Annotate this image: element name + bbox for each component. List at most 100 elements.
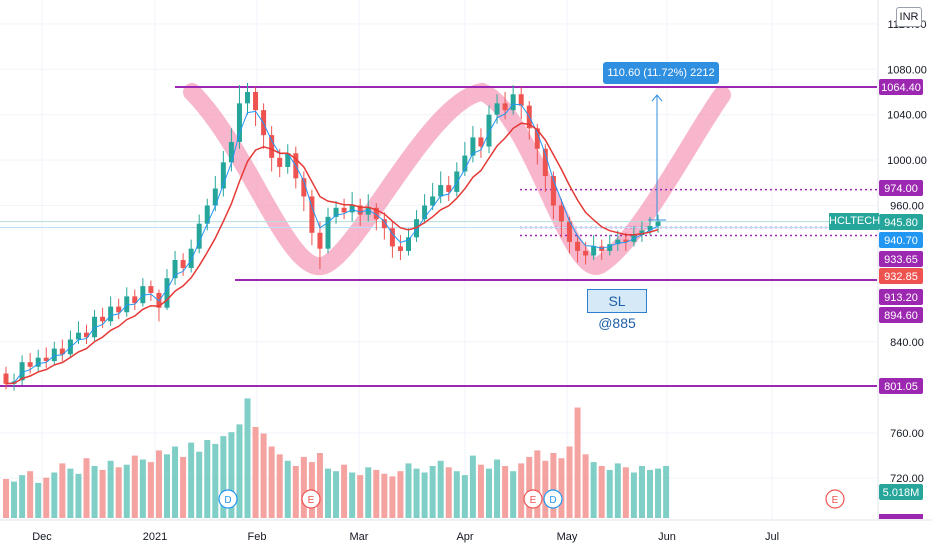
volume-bar [43,477,50,518]
volume-bar [534,450,541,518]
price-tick-label: 760.00 [890,428,924,440]
volume-bar [574,407,581,518]
price-tag-label: 945.80 [884,217,918,229]
candle-body [389,228,395,247]
price-tick-label: 840.00 [890,337,924,349]
volume-bar [131,455,138,518]
candle-body [269,135,275,158]
volume-bar [196,451,203,518]
candle-body [510,94,516,111]
candle-body [27,362,33,367]
event-marker-label: D [549,495,556,506]
price-tag-label: 933.65 [884,254,918,266]
candle-body [349,205,355,213]
volume-bar [381,473,388,518]
candle-body [333,207,339,217]
candle-body [43,357,49,362]
price-tag-label: 940.70 [884,235,918,247]
candle-body [542,148,548,177]
candle-body [381,219,387,229]
candle-body [397,246,403,251]
candle-body [550,176,556,206]
volume-bar [188,442,195,518]
candle-body [51,348,57,362]
candle-body [647,225,653,231]
candle-body [285,153,291,167]
price-tag [879,79,923,95]
candle-body [309,196,315,233]
volume-bar [284,460,291,518]
volume-bar [550,453,557,518]
time-tick-label: Jun [658,531,676,543]
volume-bar [180,456,187,518]
volume-bar [276,454,283,518]
volume-bar [91,466,98,518]
candle-body [502,103,508,111]
currency-label[interactable]: INR [896,7,922,27]
price-tag [879,307,923,323]
candle-body [365,207,371,215]
candle-body [35,357,41,367]
volume-bar [341,464,348,518]
volume-bar [413,468,420,518]
volume-bar [558,458,565,518]
candle-body [406,237,411,251]
price-axis[interactable]: 720.00760.00840.00960.001000.001040.0010… [877,0,927,520]
volume-bar [598,466,605,518]
volume-bar [51,472,58,518]
candle-body [100,316,106,322]
earnings-marker [825,489,845,509]
volume-bar [99,469,106,518]
volume-bar [139,459,146,518]
event-marker-label: E [530,495,537,506]
volume-bar [107,460,114,518]
price-tag-label: 974.00 [884,183,918,195]
event-marker-label: E [832,495,839,506]
volume-bar [212,443,219,518]
candle-body [470,137,476,156]
candle-body [446,185,452,192]
volume-bar [526,456,533,518]
candle-body [124,296,130,313]
time-tick-label: Apr [456,531,473,543]
price-tag [879,180,923,196]
candle-body [422,205,428,220]
volume-bar [647,469,653,518]
volume-bar [421,472,428,518]
candle-body [478,137,484,147]
candle-body [494,103,500,115]
candle-body [180,260,186,268]
candle-body [228,141,234,163]
volume-bar [469,455,476,518]
candle-body [357,205,363,215]
volume-bar [542,460,549,518]
volume-bar [260,433,267,518]
candle-body [591,246,597,256]
volume-bar [638,466,645,518]
candle-body [518,94,524,106]
volume-bar [477,464,484,518]
candle-body [317,232,323,249]
volume-bar [590,462,597,518]
candle-body [639,230,645,236]
volume-bar [333,471,340,518]
price-tag-label: 932.85 [884,271,918,283]
ticker-tag: HCLTECH [829,213,880,230]
volume-bar [630,472,637,518]
price-tag-label: 801.05 [884,381,918,393]
price-tag-partial [879,514,923,519]
candle-body [3,373,9,384]
candle-body [462,155,468,172]
time-axis[interactable]: Dec 2021 Feb Mar Apr May Jun Jul [0,519,932,543]
candle-body [534,128,540,149]
volume-bar [389,476,396,518]
measure-tool[interactable] [648,94,666,221]
fast-ma-line [5,103,659,385]
volume-bar [11,481,18,518]
candle-body [607,244,613,251]
earnings-marker [301,489,321,509]
candle-body [84,332,89,338]
candle-body [253,91,259,111]
